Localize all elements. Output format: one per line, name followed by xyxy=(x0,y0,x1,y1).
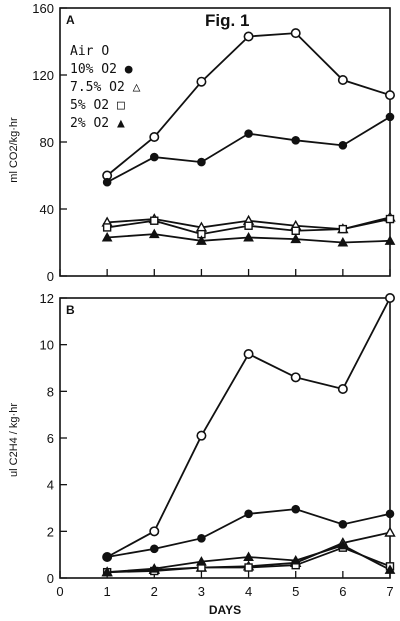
panel-b-point-air xyxy=(196,430,207,441)
panel-a-point-air xyxy=(290,28,301,39)
panel-b-point-10-o2 xyxy=(338,520,348,529)
legend-item-5pct: 5% O2 □ xyxy=(70,98,125,113)
panel-a-point-air xyxy=(196,76,207,87)
panel-b-point-2-o2 xyxy=(290,554,302,565)
panel-a-point-10-o2 xyxy=(244,129,253,138)
panel-b-y-tick-label: 2 xyxy=(47,524,54,539)
panel-b-point-10-o2 xyxy=(102,552,112,562)
panel-a-point-10-o2 xyxy=(197,157,206,167)
panel-b-point-air xyxy=(243,348,254,359)
panel-b-label: B xyxy=(66,303,75,317)
legend-label-5pct: 5% O2 xyxy=(70,98,109,113)
x-tick-label: 0 xyxy=(56,584,63,599)
panel-b-point-air xyxy=(290,372,301,383)
legend-symbol-2pct: ▲ xyxy=(117,116,125,131)
legend-item-7-5pct: 7.5% O2 △ xyxy=(70,80,141,95)
legend-item-air: Air O xyxy=(70,44,109,59)
panel-b-y-tick-label: 6 xyxy=(47,431,54,446)
panel-a-point-air xyxy=(384,90,395,101)
panel-b-y-tick-label: 0 xyxy=(47,571,54,586)
panel-a-y-axis-label: ml CO2/kg·hr xyxy=(8,117,20,183)
panel-a-point-5-o2 xyxy=(385,214,395,224)
panel-a-point-2-o2 xyxy=(101,231,113,242)
panel-a-point-2-o2 xyxy=(148,228,160,239)
panel-a-y-tick-label: 80 xyxy=(40,135,54,150)
legend-item-2pct: 2% O2 ▲ xyxy=(70,116,125,131)
panel-a-point-2-o2 xyxy=(384,235,396,245)
legend-label-7-5pct: 7.5% O2 xyxy=(70,80,125,95)
panel-b-point-10-o2 xyxy=(197,534,206,543)
panel-a-point-10-o2 xyxy=(338,141,348,150)
legend-label-air: Air xyxy=(70,44,94,59)
panel-a-y-tick-label: 0 xyxy=(47,269,54,284)
panel-a-point-2-o2 xyxy=(290,233,302,244)
x-tick-label: 3 xyxy=(198,584,205,599)
panel-a-point-10-o2 xyxy=(102,177,112,187)
figure-title: Fig. 1 xyxy=(205,11,249,30)
panel-b-point-10-o2 xyxy=(291,504,301,514)
panel-b-y-axis-label: ul C2H4 / kg·hr xyxy=(8,403,20,477)
panel-b-point-2-o2 xyxy=(337,539,349,550)
panel-a-point-2-o2 xyxy=(243,231,254,242)
x-tick-label: 2 xyxy=(151,584,158,599)
legend: Air O 10% O2 ● 7.5% O2 △ 5% O2 □ 2% O2 ▲ xyxy=(70,44,141,131)
panel-a-series-line-air xyxy=(106,32,391,177)
panel-b-point-2-o2 xyxy=(148,563,160,573)
panel-a-point-air xyxy=(337,75,348,86)
panel-b-y-tick-label: 10 xyxy=(40,338,54,353)
legend-label-2pct: 2% O2 xyxy=(70,116,109,131)
panel-a-point-2-o2 xyxy=(337,236,349,247)
panel-a-point-5-o2 xyxy=(150,216,159,225)
panel-a-y-tick-label: 40 xyxy=(40,202,54,217)
panel-b-series-line-air xyxy=(106,297,391,558)
x-tick-label: 5 xyxy=(292,584,299,599)
panel-a-point-10-o2 xyxy=(291,136,301,145)
x-tick-label: 6 xyxy=(339,584,346,599)
panel-b-frame xyxy=(59,297,391,579)
panel-a-y-tick-label: 160 xyxy=(32,1,54,16)
panel-a-point-5-o2 xyxy=(291,226,300,235)
panel-b-point-10-o2 xyxy=(149,544,159,554)
panel-a-point-2-o2 xyxy=(196,235,207,245)
x-axis-label: DAYS xyxy=(209,603,241,617)
panel-b-point-7-5-o2 xyxy=(384,526,396,537)
panel-b-y-tick-label: 8 xyxy=(47,384,54,399)
panel-b-point-2-o2 xyxy=(101,566,113,577)
panel-b-point-5-o2 xyxy=(244,563,253,572)
panel-b-point-air xyxy=(384,292,395,303)
legend-symbol-10pct: ● xyxy=(125,62,133,77)
panel-a-point-air xyxy=(243,31,254,42)
x-tick-label: 4 xyxy=(245,584,252,599)
legend-symbol-air: O xyxy=(101,44,109,59)
panel-a-point-5-o2 xyxy=(338,224,348,234)
legend-symbol-7-5pct: △ xyxy=(133,80,141,95)
panel-a-label: A xyxy=(66,13,75,27)
legend-item-10pct: 10% O2 ● xyxy=(70,62,133,77)
panel-b-point-air xyxy=(337,383,348,394)
panel-b-point-2-o2 xyxy=(196,556,207,566)
x-tick-label: 1 xyxy=(104,584,111,599)
panel-a-point-5-o2 xyxy=(244,221,253,230)
panel-a-point-5-o2 xyxy=(102,223,112,232)
panel-b-point-10-o2 xyxy=(385,509,395,519)
panel-a-point-10-o2 xyxy=(149,152,159,162)
panel-b-y-tick-label: 12 xyxy=(40,291,54,306)
panel-a-point-10-o2 xyxy=(385,112,395,122)
panel-b-y-tick-label: 4 xyxy=(47,478,54,493)
panel-a-point-air xyxy=(149,131,160,142)
panel-a-y-tick-label: 120 xyxy=(32,68,54,83)
panel-b-point-2-o2 xyxy=(243,551,254,561)
panel-a-series-line-10-o2 xyxy=(106,116,391,183)
panel-b-point-2-o2 xyxy=(384,564,396,574)
x-tick-label: 7 xyxy=(386,584,393,599)
legend-label-10pct: 10% O2 xyxy=(70,62,117,77)
panel-b-point-air xyxy=(149,526,160,537)
panel-b-point-10-o2 xyxy=(244,509,253,519)
legend-symbol-5pct: □ xyxy=(117,98,125,113)
